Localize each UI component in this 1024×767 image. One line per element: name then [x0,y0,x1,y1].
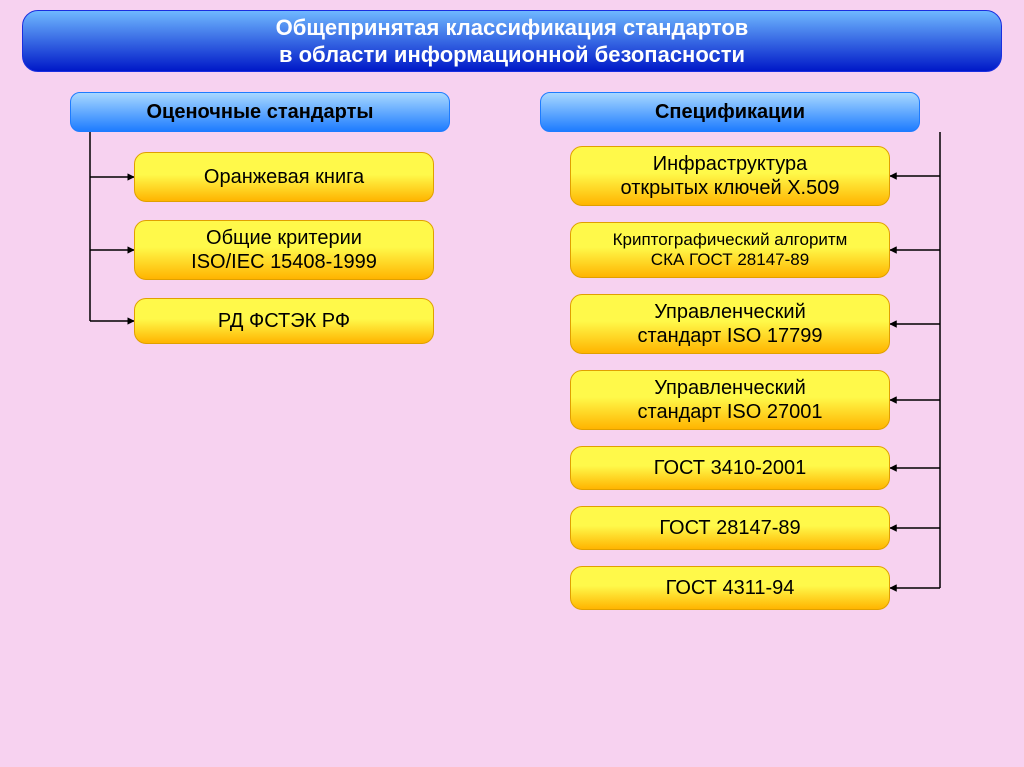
item-right-0: Инфраструктура открытых ключей X.509 [570,146,890,206]
category-right: Спецификации [540,92,920,132]
category-left: Оценочные стандарты [70,92,450,132]
item-right-2: Управленческий стандарт ISO 17799 [570,294,890,354]
item-left-2: РД ФСТЭК РФ [134,298,434,344]
item-right-5: ГОСТ 28147-89 [570,506,890,550]
diagram-canvas: Общепринятая классификация стандартов в … [0,0,1024,767]
item-right-4: ГОСТ 3410-2001 [570,446,890,490]
item-left-1: Общие критерии ISO/IEC 15408-1999 [134,220,434,280]
item-right-1: Криптографический алгоритм СКА ГОСТ 2814… [570,222,890,278]
item-right-3: Управленческий стандарт ISO 27001 [570,370,890,430]
diagram-title: Общепринятая классификация стандартов в … [22,10,1002,72]
item-left-0: Оранжевая книга [134,152,434,202]
item-right-6: ГОСТ 4311-94 [570,566,890,610]
